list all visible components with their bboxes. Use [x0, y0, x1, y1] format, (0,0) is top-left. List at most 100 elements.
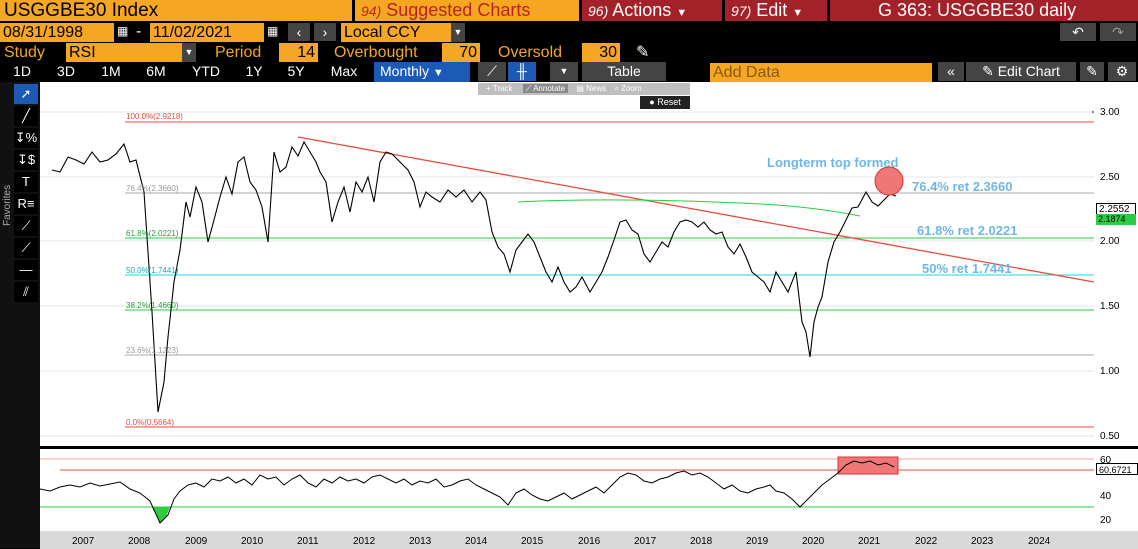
period-5y[interactable]: 5Y	[287, 63, 305, 79]
period-6m[interactable]: 6M	[146, 63, 166, 79]
ray-tool-icon[interactable]: ⟋	[14, 238, 38, 258]
reset-label: Reset	[657, 97, 681, 107]
calendar-icon[interactable]: ▦	[267, 24, 279, 38]
chevron-down-icon[interactable]: ▼	[182, 43, 196, 62]
x-axis: 2007 2008 2009 2010 2011 2012 2013 2014 …	[40, 531, 1094, 549]
overbought-label: Overbought	[334, 44, 418, 61]
cursor-icon[interactable]: ➚	[14, 84, 38, 104]
prev-arrow-icon[interactable]: ‹	[288, 23, 310, 41]
period-input[interactable]: 14	[279, 43, 318, 62]
next-arrow-icon[interactable]: ›	[314, 23, 336, 41]
chevron-down-icon: ▼	[676, 7, 688, 19]
actions-num: 96)	[588, 3, 609, 19]
trend-tool-icon[interactable]: ⟋	[14, 216, 38, 236]
rsi-tick: 60	[1100, 455, 1112, 466]
edit-icon[interactable]: ✎	[1080, 62, 1104, 81]
period-1m[interactable]: 1M	[101, 63, 121, 79]
redo-icon[interactable]: ↷	[1100, 23, 1136, 41]
rsi-tick: 20	[1100, 515, 1112, 526]
actions-label: Actions	[612, 0, 672, 20]
bar-chart-icon[interactable]: ╫	[508, 62, 536, 81]
pencil-icon[interactable]: ✎	[636, 44, 650, 61]
edit-num: 97)	[731, 3, 752, 19]
frequency-select[interactable]: Monthly ▼	[374, 62, 470, 83]
window-title: G 363: USGGBE30 daily	[830, 0, 1138, 21]
overlay-toolbar: + Track ⟋ Annotate ▤ News ⌕ Zoom	[478, 83, 690, 95]
top-marker	[874, 166, 904, 196]
table-button[interactable]: Table	[582, 62, 666, 81]
rsi-panel[interactable]	[40, 449, 1094, 531]
oversold-input[interactable]: 30	[582, 43, 620, 62]
price-tick: 2.50	[1100, 172, 1120, 183]
fib-61-label: 61.8%(2.0221)	[126, 229, 179, 238]
chevron-down-icon[interactable]: ▼	[451, 23, 465, 42]
annotate-button[interactable]: ⟋ Annotate	[522, 84, 569, 93]
edit-chart-button[interactable]: ✎ Edit Chart	[966, 62, 1076, 81]
price-tick: 1.50	[1100, 301, 1120, 312]
year-tick: 2007	[72, 536, 95, 547]
fib-76-label: 76.4%(2.3660)	[126, 184, 179, 193]
undo-icon[interactable]: ↶	[1060, 23, 1096, 41]
reset-button[interactable]: ● Reset	[640, 96, 690, 109]
period-3d[interactable]: 3D	[57, 63, 75, 79]
add-data-input[interactable]: Add Data	[710, 63, 932, 82]
annotation-76: 76.4% ret 2.3660	[912, 179, 1013, 194]
chevron-down-icon: ▼	[432, 67, 444, 79]
price-chart[interactable]: + Track ⟋ Annotate ▤ News ⌕ Zoom ● Reset…	[40, 82, 1094, 446]
fib-50-label: 50.0%(1.7441)	[126, 266, 179, 275]
fib-23-label: 23.6%(1.1223)	[126, 346, 179, 355]
line-tool-icon[interactable]: ╱	[14, 106, 38, 126]
year-tick: 2015	[521, 536, 544, 547]
price-tick: 0.50	[1100, 431, 1120, 442]
rsi-series	[40, 460, 895, 524]
actions-menu[interactable]: 96) Actions ▼	[582, 0, 722, 21]
gear-icon[interactable]: ⚙	[1108, 62, 1136, 81]
news-button[interactable]: ▤ News	[576, 84, 607, 93]
price-axis: 3.00 2.50 2.00 1.50 1.00 0.50 2.2552 2.1…	[1094, 82, 1138, 446]
axis-corner	[1094, 531, 1138, 549]
period-1d[interactable]: 1D	[13, 63, 31, 79]
year-tick: 2014	[465, 536, 488, 547]
trend-line	[297, 136, 1094, 283]
calendar-icon[interactable]: ▦	[117, 24, 129, 38]
collapse-icon[interactable]: «	[938, 62, 964, 81]
track-button[interactable]: + Track	[486, 84, 513, 93]
rsi-svg	[40, 456, 1094, 524]
text-tool-icon[interactable]: T	[14, 172, 38, 192]
fibonacci-tool-icon[interactable]: R≡	[14, 194, 38, 214]
ticker-field[interactable]: USGGBE30 Index	[0, 0, 352, 21]
end-date-input[interactable]: 11/02/2021	[150, 23, 264, 42]
period-ytd[interactable]: YTD	[192, 63, 220, 79]
year-tick: 2020	[802, 536, 825, 547]
zoom-button[interactable]: ⌕ Zoom	[614, 84, 642, 93]
year-tick: 2013	[409, 536, 432, 547]
suggested-charts-menu[interactable]: 94) Suggested Charts	[355, 0, 579, 21]
year-tick: 2019	[746, 536, 769, 547]
annotation-61: 61.8% ret 2.0221	[917, 223, 1018, 238]
period-max[interactable]: Max	[330, 63, 358, 79]
percent-tool-icon[interactable]: ↧%	[14, 128, 38, 148]
horizontal-line-icon[interactable]: —	[14, 260, 38, 280]
edit-menu[interactable]: 97) Edit ▼	[725, 0, 827, 21]
chevron-down-icon[interactable]: ▼	[550, 62, 578, 81]
zoom-label: Zoom	[621, 84, 642, 93]
year-tick: 2018	[690, 536, 713, 547]
overbought-input[interactable]: 70	[442, 43, 480, 62]
start-date-input[interactable]: 08/31/1998	[0, 23, 114, 42]
favorites-tab[interactable]: Favorites	[2, 184, 13, 226]
suggested-label: Suggested Charts	[386, 0, 531, 20]
edit-chart-label: Edit Chart	[997, 63, 1060, 79]
currency-select[interactable]: Local CCY	[341, 23, 451, 42]
line-chart-icon[interactable]: ⟋	[478, 62, 506, 81]
period-label: Period	[215, 44, 262, 61]
news-label: News	[586, 84, 607, 93]
dollar-tool-icon[interactable]: ↧$	[14, 150, 38, 170]
price-tick: 1.00	[1100, 366, 1120, 377]
rsi-overbought-box	[837, 456, 899, 475]
study-select[interactable]: RSI	[66, 43, 182, 62]
fib-100-label: 100.0%(2.9218)	[126, 112, 183, 121]
channel-tool-icon[interactable]: ⫽	[14, 282, 38, 302]
period-1y[interactable]: 1Y	[245, 63, 263, 79]
frequency-label: Monthly	[380, 63, 430, 79]
annotate-label: Annotate	[533, 84, 566, 93]
